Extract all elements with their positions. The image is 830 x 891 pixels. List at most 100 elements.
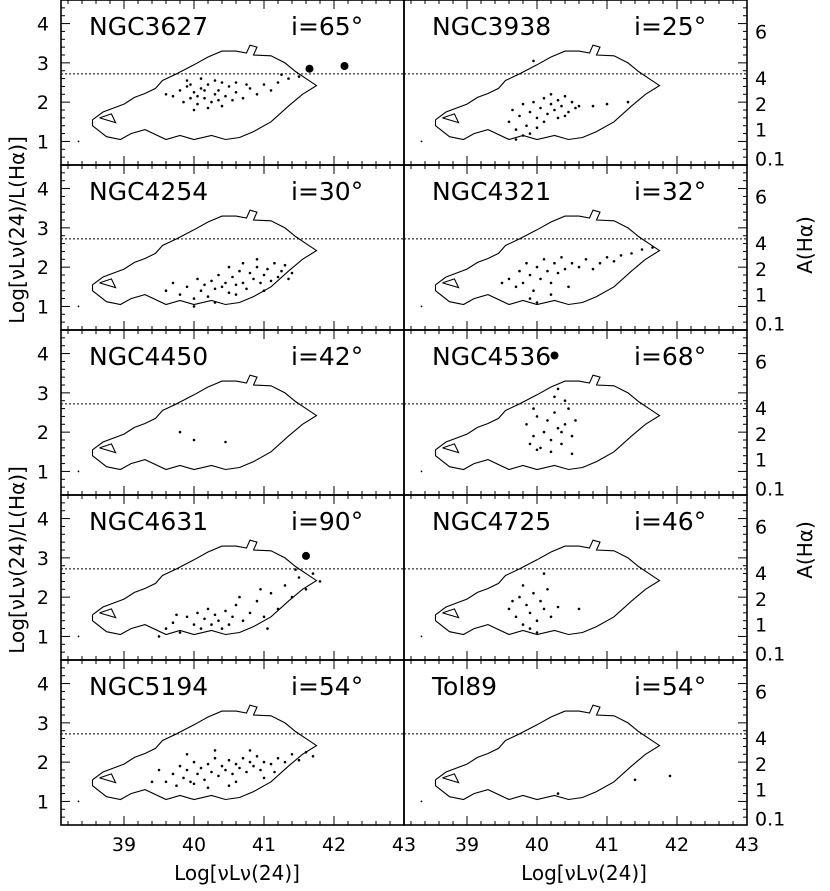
data-point bbox=[192, 108, 196, 112]
data-point bbox=[206, 762, 210, 766]
right-axis-tick-label: 2 bbox=[755, 754, 767, 776]
y-tick-label: 4 bbox=[37, 179, 49, 201]
data-point bbox=[535, 301, 539, 304]
data-point bbox=[567, 407, 570, 410]
data-point bbox=[570, 434, 574, 438]
right-axis-tick-label: 6 bbox=[755, 681, 767, 703]
envelope-contour bbox=[434, 374, 661, 471]
data-point bbox=[252, 277, 255, 281]
data-point bbox=[570, 100, 574, 104]
data-point bbox=[171, 772, 175, 776]
data-point bbox=[262, 83, 266, 86]
data-point bbox=[203, 617, 206, 621]
right-axis-tick-label: 4 bbox=[755, 233, 767, 255]
data-point bbox=[185, 753, 189, 756]
panel-ngc4254: 1 2 3 4 NGC4254 i=30° bbox=[37, 164, 405, 331]
data-point bbox=[556, 271, 560, 275]
envelope-inner-loop bbox=[99, 443, 117, 454]
data-point bbox=[248, 611, 252, 615]
panel-ngc5194: 1 2 3 4 39 40 41 42 43 NGC5194 i=54° bbox=[37, 659, 416, 856]
data-point bbox=[525, 261, 528, 265]
data-point bbox=[234, 293, 238, 296]
data-point bbox=[276, 607, 280, 611]
data-point bbox=[238, 595, 241, 599]
panel-tol89: 0.1 1 2 4 6 39 40 41 42 43 Tol89 i=54° bbox=[403, 659, 785, 856]
data-point bbox=[164, 93, 168, 96]
data-point bbox=[164, 627, 168, 630]
data-point bbox=[213, 756, 217, 760]
data-point bbox=[549, 450, 553, 454]
y-tick-label: 1 bbox=[37, 791, 49, 813]
data-point bbox=[164, 780, 168, 784]
data-point bbox=[255, 265, 259, 269]
data-point bbox=[514, 615, 518, 619]
data-point bbox=[560, 430, 563, 434]
data-point bbox=[567, 285, 570, 289]
right-axis-tick-label: 1 bbox=[755, 120, 767, 142]
data-point bbox=[178, 764, 182, 768]
highlight-point bbox=[305, 64, 314, 73]
data-point bbox=[539, 106, 542, 110]
data-point bbox=[584, 258, 588, 261]
data-point bbox=[227, 758, 231, 762]
data-point bbox=[210, 279, 213, 283]
data-point bbox=[234, 81, 238, 84]
stray-point bbox=[420, 800, 423, 803]
data-point bbox=[535, 265, 539, 269]
panel-ngc4536: 0.1 1 2 4 6 NGC4536 i=68° bbox=[403, 329, 785, 500]
data-point bbox=[542, 96, 546, 100]
data-point bbox=[560, 255, 563, 259]
data-point bbox=[238, 269, 241, 273]
y-tick-label: 1 bbox=[37, 626, 49, 648]
data-point bbox=[224, 94, 227, 98]
inclination-label: i=30° bbox=[291, 177, 363, 206]
data-point bbox=[549, 93, 553, 96]
data-point bbox=[171, 281, 175, 285]
data-point bbox=[507, 120, 511, 124]
data-point bbox=[224, 281, 227, 285]
data-point bbox=[255, 599, 259, 603]
envelope-contour bbox=[91, 209, 318, 306]
right-axis-tick-label: 0.1 bbox=[755, 313, 785, 335]
data-point bbox=[206, 295, 210, 298]
data-point bbox=[549, 438, 553, 442]
data-point bbox=[269, 279, 273, 283]
y-tick-label: 1 bbox=[37, 296, 49, 318]
panel-ngc4321: 0.1 1 2 4 6 NGC4321 i=32° bbox=[403, 164, 785, 335]
y-tick-label: 2 bbox=[37, 257, 49, 279]
data-point bbox=[567, 110, 570, 114]
data-point bbox=[574, 106, 577, 110]
data-point bbox=[255, 755, 259, 758]
data-point bbox=[563, 94, 567, 98]
galaxy-name: NGC4254 bbox=[89, 177, 208, 206]
data-point bbox=[528, 132, 532, 135]
galaxy-name: Tol89 bbox=[431, 672, 497, 701]
envelope-inner-loop bbox=[442, 443, 460, 454]
data-point bbox=[227, 291, 231, 295]
envelope-inner-loop bbox=[99, 608, 117, 619]
y-tick-label: 3 bbox=[37, 713, 49, 735]
data-point bbox=[532, 434, 535, 438]
data-point bbox=[556, 387, 560, 391]
data-point bbox=[269, 89, 273, 92]
x-tick-label: 42 bbox=[322, 834, 346, 856]
data-point bbox=[262, 615, 266, 619]
data-point bbox=[297, 758, 301, 762]
data-point bbox=[651, 246, 654, 249]
data-point bbox=[626, 100, 630, 104]
right-axis-tick-label: 1 bbox=[755, 450, 767, 472]
data-point bbox=[227, 623, 231, 626]
x-tick-label: 40 bbox=[182, 834, 206, 856]
data-point bbox=[290, 271, 294, 275]
y-tick-label: 4 bbox=[37, 509, 49, 531]
y-axis-label-right-bottom: A(Hα) bbox=[793, 521, 817, 579]
data-point bbox=[248, 749, 252, 752]
galaxy-name: NGC3627 bbox=[89, 12, 208, 41]
envelope-inner-loop bbox=[99, 773, 117, 784]
data-point bbox=[241, 96, 245, 100]
data-point bbox=[238, 766, 241, 770]
right-axis-tick-label: 0.1 bbox=[755, 808, 785, 830]
data-point bbox=[542, 430, 546, 434]
data-point bbox=[241, 281, 245, 285]
data-point bbox=[231, 772, 234, 776]
